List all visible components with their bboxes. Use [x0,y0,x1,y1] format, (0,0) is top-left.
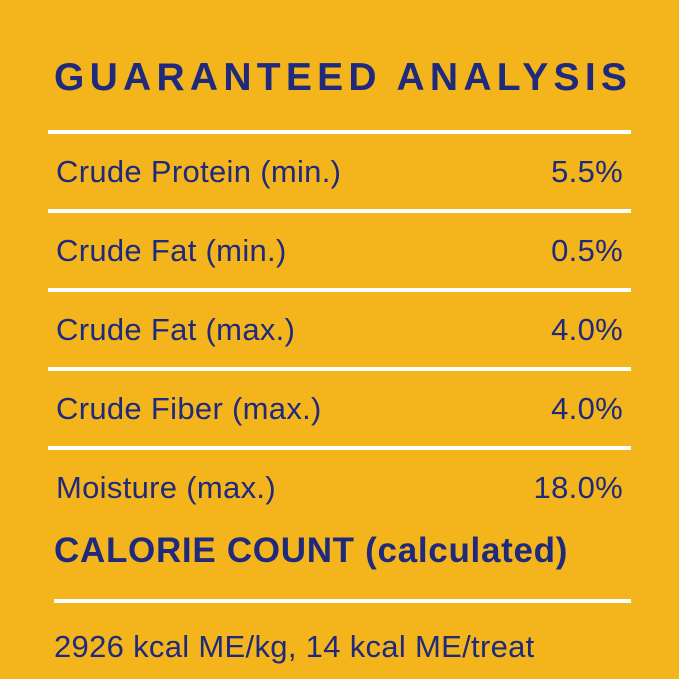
table-row: Crude Fat (min.) 0.5% [48,213,631,292]
calorie-count-heading: CALORIE COUNT (calculated) [54,531,631,603]
nutrient-value: 5.5% [551,154,623,189]
nutrient-label: Crude Fat (max.) [56,312,296,347]
table-row: Moisture (max.) 18.0% [48,450,631,525]
nutrient-value: 4.0% [551,312,623,347]
guaranteed-analysis-title: GUARANTEED ANALYSIS [54,56,633,99]
nutrient-label: Crude Protein (min.) [56,154,342,189]
nutrient-value: 4.0% [551,391,623,426]
table-row: Crude Protein (min.) 5.5% [48,134,631,213]
calorie-count-value: 2926 kcal ME/kg, 14 kcal ME/treat [54,629,535,664]
nutrient-value: 0.5% [551,233,623,268]
nutrient-value: 18.0% [533,470,623,505]
analysis-table: Crude Protein (min.) 5.5% Crude Fat (min… [48,130,631,525]
nutrient-label: Crude Fat (min.) [56,233,287,268]
nutrient-label: Moisture (max.) [56,470,276,505]
table-row: Crude Fat (max.) 4.0% [48,292,631,371]
nutrient-label: Crude Fiber (max.) [56,391,322,426]
table-row: Crude Fiber (max.) 4.0% [48,371,631,450]
